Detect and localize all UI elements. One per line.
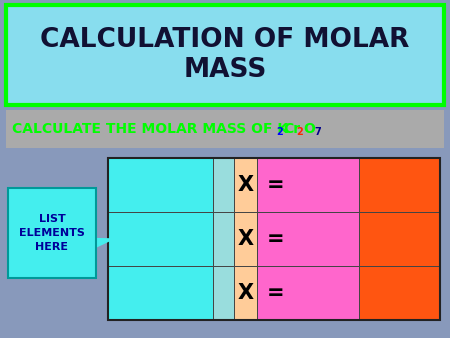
Bar [234,158,257,212]
Text: Cr: Cr [283,122,300,136]
Text: 2: 2 [296,127,303,137]
Text: CALCULATION OF MOLAR
MASS: CALCULATION OF MOLAR MASS [40,27,410,83]
Bar [359,158,440,212]
Bar [8,188,96,278]
Bar [212,266,234,320]
Text: X: X [238,283,254,303]
Bar [6,110,444,148]
Bar [108,266,212,320]
Bar [108,212,212,266]
Bar [212,212,234,266]
Text: =: = [266,283,284,303]
Bar [359,266,440,320]
Polygon shape [52,238,113,256]
Text: 7: 7 [314,127,321,137]
Text: CALCULATE THE MOLAR MASS OF K: CALCULATE THE MOLAR MASS OF K [12,122,288,136]
Bar [234,212,257,266]
Bar [257,158,359,212]
Bar [257,212,359,266]
Bar [212,158,234,212]
Bar [108,158,440,320]
Text: =: = [266,175,284,195]
Bar [234,266,257,320]
Text: LIST
ELEMENTS
HERE: LIST ELEMENTS HERE [19,214,85,252]
Bar [108,158,212,212]
Bar [6,5,444,105]
Bar [257,266,359,320]
Text: 2: 2 [276,127,283,137]
Text: X: X [238,229,254,249]
Text: X: X [238,175,254,195]
Text: O: O [303,122,315,136]
Text: =: = [266,229,284,249]
Bar [359,212,440,266]
